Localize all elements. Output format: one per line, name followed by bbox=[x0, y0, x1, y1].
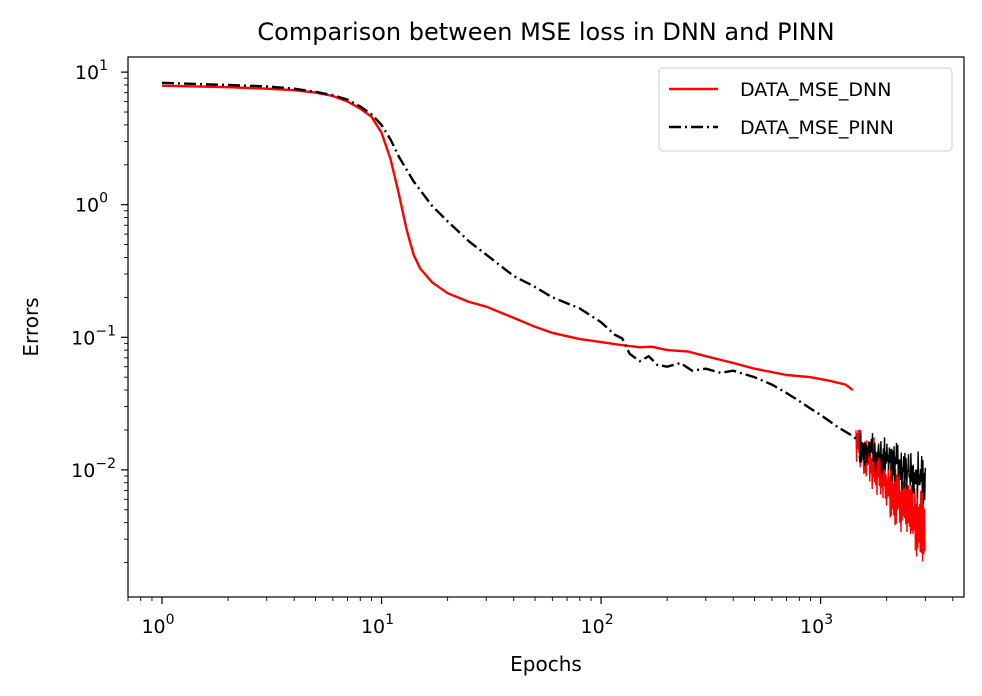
series-layer bbox=[161, 81, 926, 562]
y-tick-label: 10−1 bbox=[71, 323, 116, 349]
series-line-data-mse-pinn bbox=[161, 81, 888, 462]
legend: DATA_MSE_DNN DATA_MSE_PINN bbox=[658, 67, 953, 152]
y-tick-label-exponent: 1 bbox=[99, 58, 108, 74]
x-tick-label-base: 10 bbox=[581, 616, 605, 638]
x-axis: 100 101 102 103 bbox=[127, 597, 954, 638]
y-tick-label-base: 10 bbox=[75, 62, 99, 84]
legend-box bbox=[658, 67, 953, 152]
legend-label-pinn: DATA_MSE_PINN bbox=[740, 117, 894, 139]
x-tick-label: 102 bbox=[581, 612, 614, 638]
x-tick-label-exponent: 1 bbox=[385, 612, 394, 628]
x-axis-label: Epochs bbox=[510, 652, 582, 676]
y-tick-label-base: 10 bbox=[71, 327, 95, 349]
x-tick-label-base: 10 bbox=[141, 616, 165, 638]
y-tick-label-base: 10 bbox=[75, 195, 99, 217]
x-tick-label: 101 bbox=[361, 612, 394, 638]
x-tick-label-base: 10 bbox=[361, 616, 385, 638]
series-line-data-mse-dnn bbox=[161, 84, 854, 392]
y-tick-label-exponent: −2 bbox=[95, 456, 116, 472]
y-tick-label-exponent: −1 bbox=[95, 323, 116, 339]
x-tick-label-base: 10 bbox=[800, 616, 824, 638]
series-noise-data-mse-pinn bbox=[858, 433, 926, 504]
y-tick-label-exponent: 0 bbox=[99, 191, 108, 207]
x-tick-label-exponent: 2 bbox=[605, 612, 614, 628]
x-tick-label: 100 bbox=[141, 612, 174, 638]
axes-frame bbox=[127, 56, 965, 598]
x-tick-label-exponent: 0 bbox=[166, 612, 175, 628]
chart-title: Comparison between MSE loss in DNN and P… bbox=[257, 18, 834, 46]
x-tick-label-exponent: 3 bbox=[824, 612, 833, 628]
y-tick-label: 100 bbox=[75, 191, 108, 217]
legend-label-dnn: DATA_MSE_DNN bbox=[740, 79, 891, 101]
y-tick-label: 101 bbox=[75, 58, 108, 84]
y-tick-label-base: 10 bbox=[71, 460, 95, 482]
y-tick-label: 10−2 bbox=[71, 456, 116, 482]
y-axis-label: Errors bbox=[19, 297, 43, 356]
x-tick-label: 103 bbox=[800, 612, 833, 638]
